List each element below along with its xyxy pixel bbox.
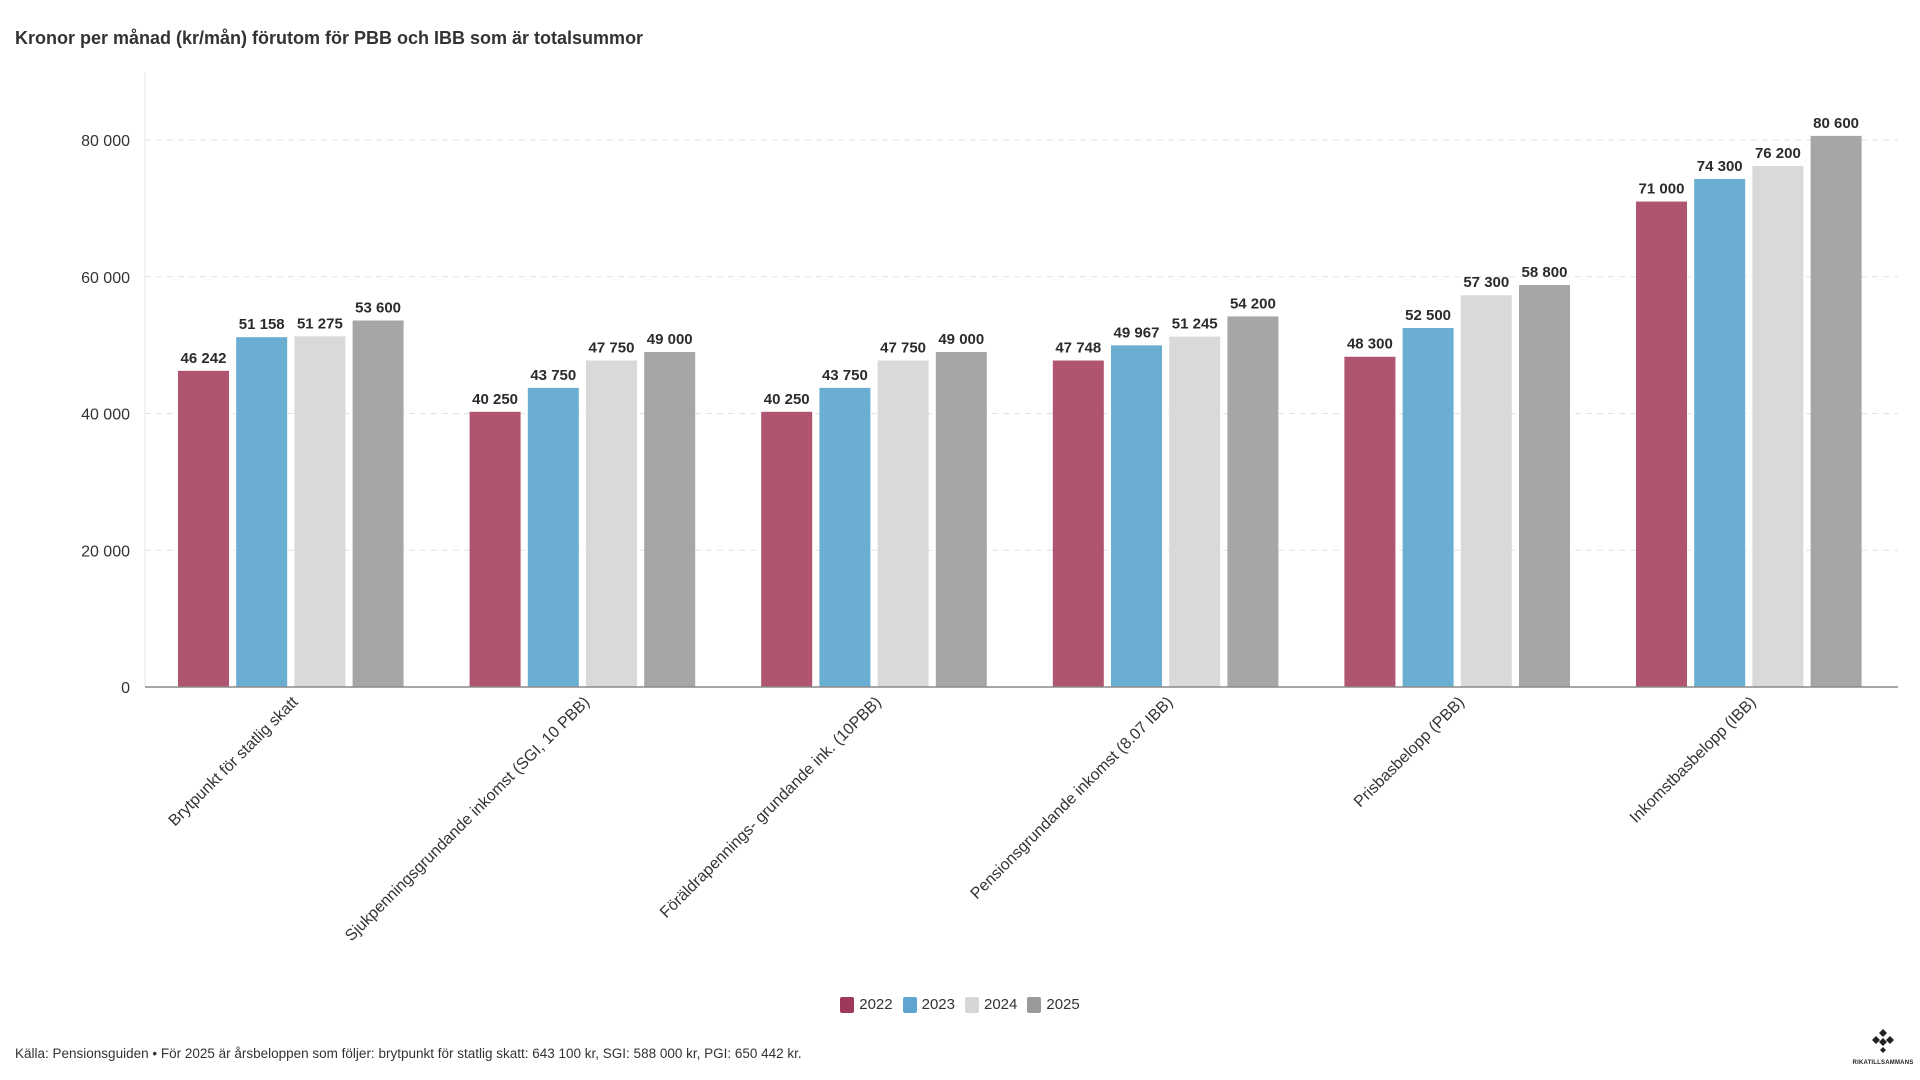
bar-2025[interactable] — [1810, 135, 1862, 687]
bar-2025[interactable] — [1227, 316, 1279, 687]
x-tick-label: Pensionsgrundande inkomst (8.07 IBB) — [968, 694, 1177, 903]
bar-2025[interactable] — [352, 320, 404, 687]
data-labels: 46 242 51 158 51 275 53 600 40 250 43 750 47 7… — [181, 115, 1859, 408]
data-label: 49 000 — [647, 331, 693, 348]
bar-2023[interactable] — [1111, 345, 1162, 687]
bar-2022[interactable] — [178, 370, 229, 687]
bar-2024[interactable] — [1752, 165, 1804, 688]
bar-2023[interactable] — [527, 387, 579, 687]
data-label: 47 750 — [589, 340, 635, 357]
legend-swatch — [1027, 996, 1042, 1013]
bar-2023[interactable] — [1694, 178, 1746, 687]
y-tick-label: 60 000 — [81, 270, 130, 287]
data-label: 58 800 — [1522, 264, 1568, 281]
data-label: 40 250 — [472, 391, 518, 408]
x-tick-label: Sjukpenningsgrundande inkomst (SGI, 10 P… — [342, 694, 593, 945]
bar-2025[interactable] — [935, 351, 987, 687]
bar-2022[interactable] — [761, 411, 813, 687]
data-label: 74 300 — [1697, 158, 1743, 175]
data-label: 52 500 — [1405, 307, 1451, 324]
source-note: Källa: Pensionsguiden • För 2025 är årsb… — [15, 1046, 802, 1061]
data-label: 49 000 — [938, 331, 984, 348]
chart-title: Kronor per månad (kr/mån) förutom för PB… — [15, 28, 644, 48]
data-label: 71 000 — [1639, 181, 1685, 198]
bars — [178, 135, 1862, 688]
data-label: 53 600 — [355, 300, 401, 317]
bar-2024[interactable] — [1460, 295, 1512, 687]
data-label: 43 750 — [822, 367, 868, 384]
legend-item-2022[interactable]: 2022 — [840, 996, 893, 1013]
bar-2023[interactable] — [1402, 328, 1454, 687]
legend-item-2024[interactable]: 2024 — [965, 996, 1017, 1013]
data-label: 54 200 — [1230, 295, 1276, 312]
x-tick-label: Inkomstbasbelopp (IBB) — [1627, 694, 1760, 827]
x-tick-label: Brytpunkt för statlig skatt — [166, 693, 302, 829]
y-tick-label: 80 000 — [81, 133, 130, 150]
bar-2023[interactable] — [236, 337, 288, 687]
legend-swatch — [902, 996, 917, 1013]
data-label: 47 748 — [1055, 340, 1101, 357]
legend: 2022 2023 2024 2025 — [0, 996, 1920, 1013]
bar-2024[interactable] — [294, 336, 346, 687]
bar-2022[interactable] — [469, 411, 521, 687]
legend-swatch — [840, 996, 855, 1013]
data-label: 51 245 — [1172, 316, 1218, 333]
legend-label: 2022 — [859, 996, 893, 1013]
bar-2024[interactable] — [1169, 336, 1221, 687]
legend-label: 2025 — [1046, 996, 1080, 1013]
y-tick-label: 20 000 — [81, 543, 130, 560]
bar-2024[interactable] — [877, 360, 929, 687]
bar-2025[interactable] — [644, 351, 696, 687]
logo-text: RIKATILLSAMMANS — [1852, 1060, 1914, 1066]
data-label: 40 250 — [764, 391, 810, 408]
legend-item-2023[interactable]: 2023 — [902, 996, 955, 1013]
data-label: 51 275 — [297, 315, 343, 332]
y-tick-label: 40 000 — [81, 407, 130, 424]
data-label: 43 750 — [530, 367, 576, 384]
bar-2023[interactable] — [819, 387, 871, 687]
brand-logo: RIKATILLSAMMANS — [1852, 1028, 1914, 1066]
data-label: 80 600 — [1813, 115, 1859, 132]
legend-swatch — [965, 996, 979, 1013]
data-label: 46 242 — [181, 350, 227, 367]
x-tick-label: Föräldrapennings- grundande ink. (10PBB) — [657, 694, 885, 922]
logo-icon — [1872, 1029, 1894, 1053]
bar-2022[interactable] — [1052, 360, 1104, 687]
bar-2025[interactable] — [1519, 284, 1570, 687]
data-label: 76 200 — [1755, 145, 1801, 162]
legend-label: 2024 — [984, 996, 1018, 1013]
gridlines — [145, 139, 1898, 551]
bar-2022[interactable] — [1636, 201, 1687, 687]
bar-2022[interactable] — [1344, 356, 1396, 687]
data-label: 48 300 — [1347, 336, 1393, 353]
data-label: 57 300 — [1463, 274, 1509, 291]
legend-item-2025[interactable]: 2025 — [1027, 996, 1080, 1013]
bar-2024[interactable] — [586, 360, 637, 687]
x-tick-label: Prisbasbelopp (PBB) — [1351, 694, 1468, 811]
data-label: 51 158 — [239, 316, 285, 333]
legend-label: 2023 — [921, 996, 955, 1013]
y-tick-label: 0 — [121, 680, 130, 697]
data-label: 49 967 — [1114, 324, 1160, 341]
data-label: 47 750 — [880, 340, 926, 357]
